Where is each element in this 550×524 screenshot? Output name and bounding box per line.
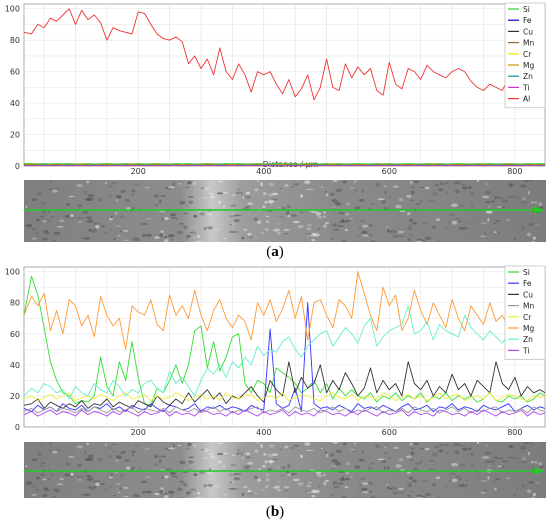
y-tick-label: 80 [10,36,20,45]
x-tick-label: 600 [382,428,397,437]
x-tick-label: 400 [256,167,271,176]
legend-label: Cu [523,27,533,36]
x-tick-label: 800 [507,428,522,437]
sem-texture [25,442,547,498]
y-tick-label: 20 [10,131,20,140]
plot-area [23,3,546,167]
scan-arrow-icon [534,206,545,214]
x-tick-label: 200 [131,167,146,176]
legend-label: Mn [523,39,534,48]
grid [24,267,545,427]
legend-label: Si [523,268,530,277]
legend-label: Zn [523,335,533,344]
micrograph-strip-a [24,180,547,242]
caption-b: (b) [265,504,285,520]
chart-b: 0 20 40 60 80 100 200 400 600 800 Si Fe Cu Mn Cr Mg Zn Ti [5,265,546,437]
series-line-cu [23,361,546,409]
micrograph-strip-b [24,442,547,498]
legend-label: Cr [523,313,532,322]
y-tick-label: 0 [15,423,20,432]
plot-area [23,266,546,428]
series-line-ti [23,409,546,417]
y-tick-label: 20 [10,392,20,401]
y-tick-label: 100 [5,5,20,14]
legend-label: Ti [522,83,529,92]
x-tick-label: 400 [256,428,271,437]
y-tick-label: 80 [10,299,20,308]
series-line-si [23,275,546,406]
scan-arrow-icon [534,467,545,475]
legend-box [504,265,546,360]
x-tick-label: 200 [131,428,146,437]
legend-label: Cr [523,50,532,59]
legend-label: Cu [523,290,533,299]
series-line-cr [23,392,546,402]
x-tick-label: 600 [382,167,397,176]
legend-label: Mg [523,61,534,70]
legend-label: Mn [523,302,534,311]
series-line-mn [23,406,546,414]
legend-label: Zn [523,72,533,81]
series-line-al [23,8,546,101]
legend: Si Fe Cu Mn Cr Mg Zn Ti Al [504,2,546,109]
x-tick-label: 800 [507,167,522,176]
legend-label: Ti [522,346,529,355]
sem-background [24,442,546,498]
y-tick-label: 60 [10,330,20,339]
legend-label: Al [523,95,530,104]
y-tick-label: 40 [10,361,20,370]
legend-label: Fe [523,279,532,288]
y-tick-label: 100 [5,268,20,277]
y-tick-label: 0 [15,162,20,171]
legend-label: Mg [523,324,534,333]
y-tick-label: 60 [10,68,20,77]
y-tick-label: 40 [10,99,20,108]
legend: Si Fe Cu Mn Cr Mg Zn Ti [504,265,546,360]
grid [24,4,545,166]
series-line-mg [23,271,546,350]
series-line-zn [23,305,546,400]
sem-texture [25,180,547,242]
caption-a: (a) [266,244,284,260]
sem-background [24,180,546,242]
legend-label: Fe [523,16,532,25]
legend-label: Si [523,5,530,14]
